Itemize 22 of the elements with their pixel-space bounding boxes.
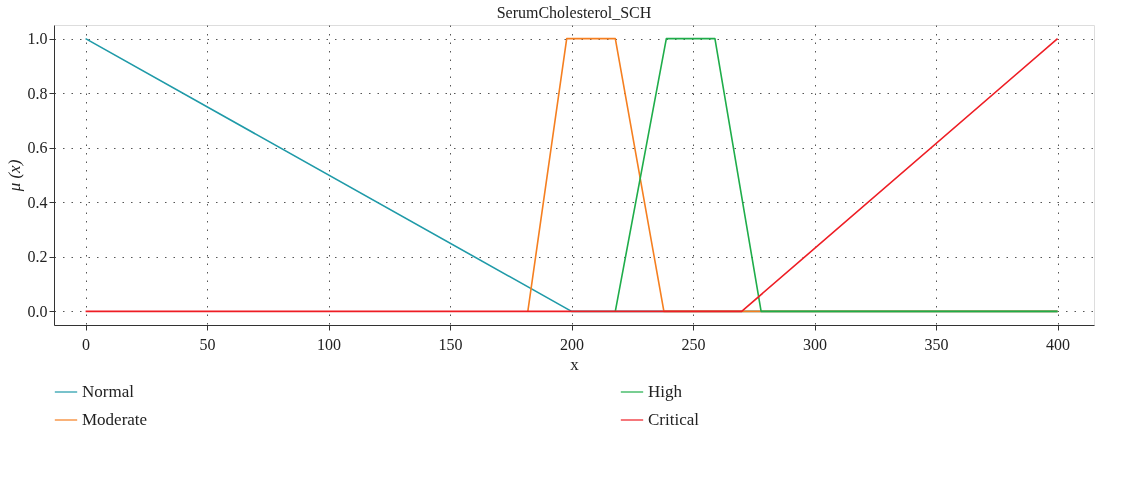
x-tick-label: 50	[199, 335, 216, 353]
x-axis-title: x	[570, 354, 580, 374]
legend-label: High	[648, 382, 683, 401]
y-tick-label: 1.0	[27, 30, 48, 48]
x-tick-label: 200	[560, 335, 585, 353]
x-tick-label: 150	[438, 335, 463, 353]
y-axis-title: μ (x)	[4, 159, 24, 193]
x-tick-label: 300	[803, 335, 828, 353]
x-tick-label: 0	[82, 335, 91, 353]
y-tick-label: 0.2	[27, 248, 48, 266]
y-tick-label: 0.8	[27, 84, 48, 102]
legend-label: Normal	[82, 382, 135, 401]
legend-label: Critical	[648, 410, 700, 429]
x-tick-label: 400	[1046, 335, 1071, 353]
y-tick-label: 0.4	[27, 193, 48, 211]
chart-title: SerumCholesterol_SCH	[496, 4, 652, 21]
x-tick-label: 100	[317, 335, 342, 353]
legend-label: Moderate	[82, 410, 148, 429]
x-tick-label: 250	[681, 335, 706, 353]
y-tick-label: 0.0	[27, 302, 48, 320]
x-tick-label: 350	[924, 335, 949, 353]
y-tick-label: 0.6	[27, 139, 48, 157]
